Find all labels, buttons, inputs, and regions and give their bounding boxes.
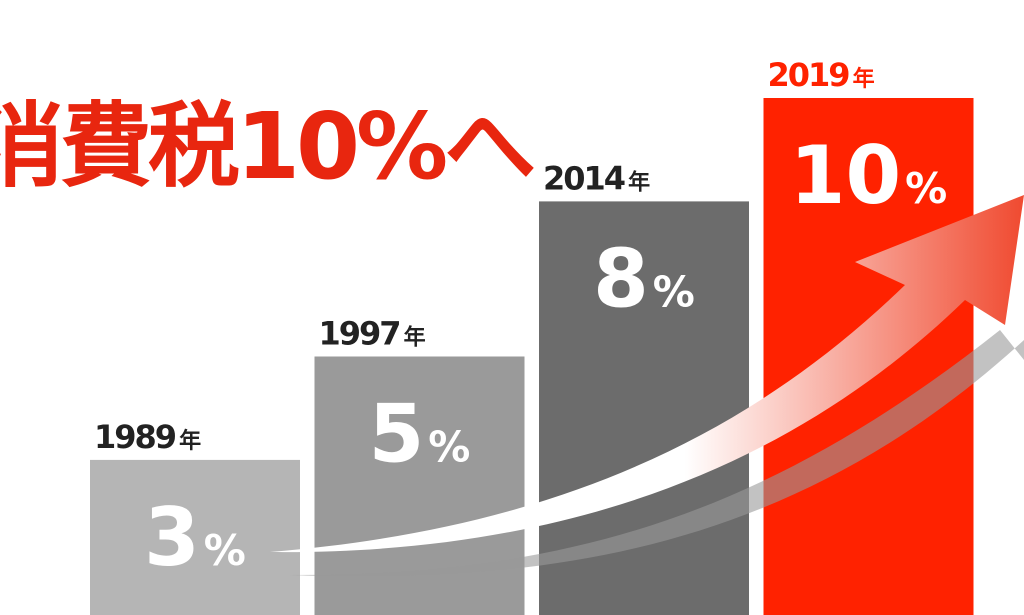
trend-arrow: [270, 195, 1024, 577]
category-label: 1989 年: [94, 418, 201, 456]
category-label: 2019 年: [768, 56, 875, 94]
value-label: 5%: [369, 388, 471, 481]
bar: [90, 459, 300, 615]
category-label: 2014 年: [543, 159, 650, 197]
value-label: 3%: [144, 491, 246, 584]
value-label: 8%: [593, 232, 695, 325]
category-label: 1997 年: [319, 315, 426, 353]
chart-title: 消費税10%へ: [0, 93, 534, 200]
value-label: 10%: [790, 129, 947, 222]
